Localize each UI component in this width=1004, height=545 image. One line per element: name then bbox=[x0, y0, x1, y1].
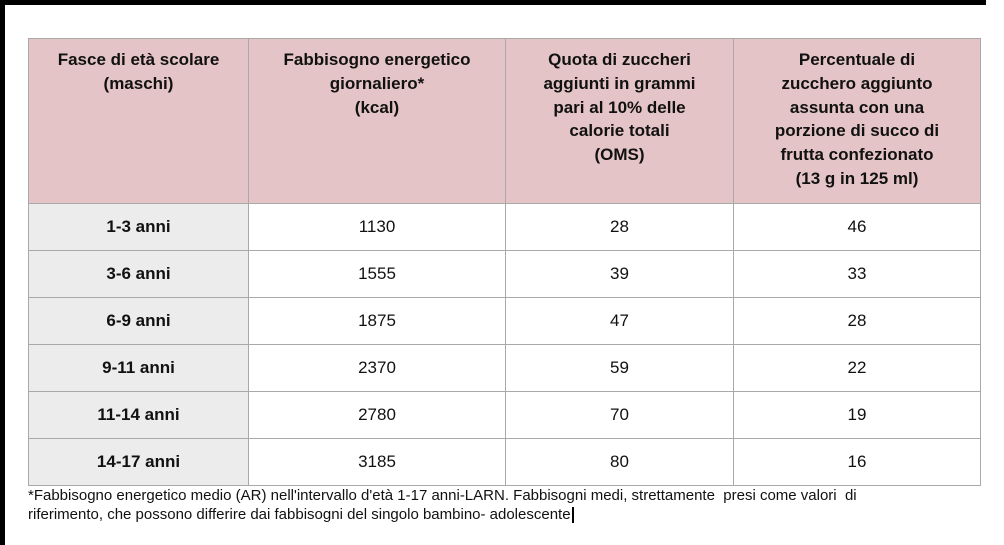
header-age-group: Fasce di età scolare (maschi) bbox=[28, 38, 249, 204]
table-row: 6-9 anni 1875 47 28 bbox=[28, 297, 981, 345]
daily-energy-cell: 1130 bbox=[248, 203, 506, 251]
added-sugar-cell: 59 bbox=[505, 344, 734, 392]
daily-energy-cell: 1875 bbox=[248, 297, 506, 345]
sugar-percentage-cell: 46 bbox=[733, 203, 981, 251]
age-group-cell: 6-9 anni bbox=[28, 297, 249, 345]
added-sugar-cell: 80 bbox=[505, 438, 734, 486]
age-group-cell: 14-17 anni bbox=[28, 438, 249, 486]
frame-border-left bbox=[0, 0, 5, 545]
sugar-percentage-cell: 19 bbox=[733, 391, 981, 439]
nutrition-table: Fasce di età scolare (maschi) Fabbisogno… bbox=[28, 38, 981, 486]
text-cursor bbox=[571, 507, 574, 524]
added-sugar-cell: 70 bbox=[505, 391, 734, 439]
header-sugar-percentage: Percentuale di zucchero aggiunto assunta… bbox=[733, 38, 981, 204]
sugar-percentage-cell: 16 bbox=[733, 438, 981, 486]
age-group-cell: 1-3 anni bbox=[28, 203, 249, 251]
table-row: 9-11 anni 2370 59 22 bbox=[28, 344, 981, 392]
sugar-percentage-cell: 22 bbox=[733, 344, 981, 392]
footnote-text[interactable]: *Fabbisogno energetico medio (AR) nell'i… bbox=[28, 487, 857, 524]
daily-energy-cell: 2780 bbox=[248, 391, 506, 439]
table-row: 3-6 anni 1555 39 33 bbox=[28, 250, 981, 298]
added-sugar-cell: 47 bbox=[505, 297, 734, 345]
header-daily-energy: Fabbisogno energetico giornaliero* (kcal… bbox=[248, 38, 506, 204]
table-header-row: Fasce di età scolare (maschi) Fabbisogno… bbox=[28, 38, 981, 204]
table-row: 11-14 anni 2780 70 19 bbox=[28, 391, 981, 439]
daily-energy-cell: 3185 bbox=[248, 438, 506, 486]
daily-energy-cell: 2370 bbox=[248, 344, 506, 392]
footnote: *Fabbisogno energetico medio (AR) nell'i… bbox=[28, 486, 980, 524]
table-row: 1-3 anni 1130 28 46 bbox=[28, 203, 981, 251]
frame-border-top bbox=[0, 0, 986, 5]
sugar-percentage-cell: 28 bbox=[733, 297, 981, 345]
age-group-cell: 11-14 anni bbox=[28, 391, 249, 439]
age-group-cell: 3-6 anni bbox=[28, 250, 249, 298]
sugar-percentage-cell: 33 bbox=[733, 250, 981, 298]
age-group-cell: 9-11 anni bbox=[28, 344, 249, 392]
added-sugar-cell: 39 bbox=[505, 250, 734, 298]
added-sugar-cell: 28 bbox=[505, 203, 734, 251]
table-row: 14-17 anni 3185 80 16 bbox=[28, 438, 981, 486]
daily-energy-cell: 1555 bbox=[248, 250, 506, 298]
header-added-sugar: Quota di zuccheri aggiunti in grammi par… bbox=[505, 38, 734, 204]
